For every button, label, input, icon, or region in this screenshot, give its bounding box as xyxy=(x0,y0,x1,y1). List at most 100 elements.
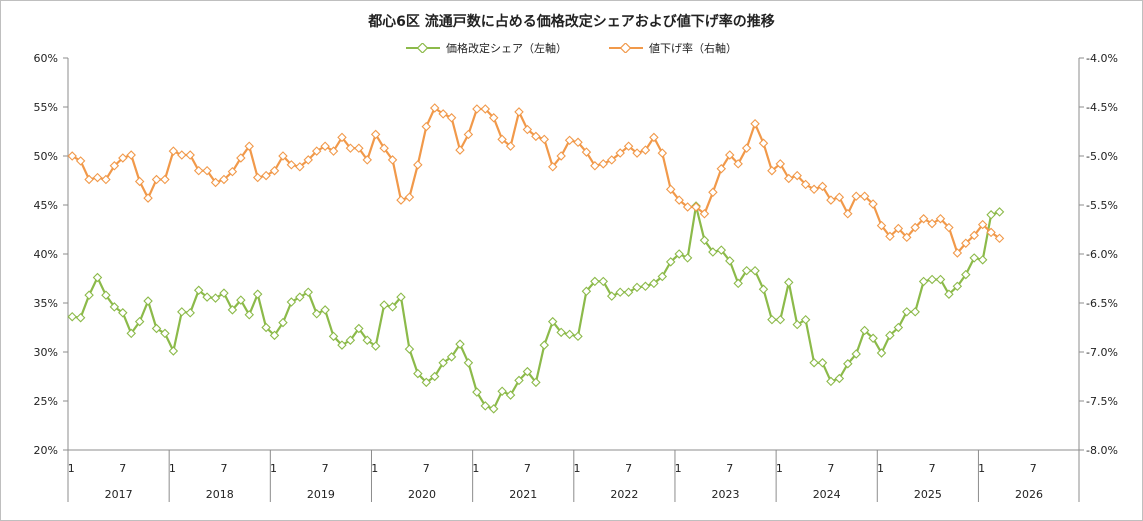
data-point-rate xyxy=(236,153,246,163)
data-point-rate xyxy=(185,150,195,160)
data-point-share xyxy=(480,401,491,411)
x-tick-label: 7 xyxy=(119,462,126,475)
data-point-share xyxy=(918,276,929,287)
data-point-rate xyxy=(775,159,786,169)
data-point-share xyxy=(817,358,828,368)
data-point-share xyxy=(252,289,263,299)
data-point-rate xyxy=(699,209,710,219)
data-point-rate xyxy=(67,151,77,161)
data-point-share xyxy=(640,281,651,292)
legend-label-rate: 値下げ率（右軸） xyxy=(649,42,737,55)
data-point-share xyxy=(767,314,777,325)
x-year-label: 2025 xyxy=(914,488,942,501)
data-point-share xyxy=(969,253,979,263)
data-point-rate xyxy=(193,165,204,176)
data-point-rate xyxy=(733,159,743,169)
x-tick-label: 7 xyxy=(524,462,531,475)
data-point-share xyxy=(581,286,592,296)
data-point-rate xyxy=(859,191,870,201)
data-point-rate xyxy=(522,124,533,135)
legend-swatch-share xyxy=(406,43,440,53)
data-point-rate xyxy=(952,248,963,258)
data-point-rate xyxy=(345,143,356,153)
data-point-rate xyxy=(623,141,634,151)
data-point-share xyxy=(539,340,550,350)
x-year-label: 2018 xyxy=(206,488,234,501)
data-point-rate xyxy=(261,170,271,181)
data-point-rate xyxy=(362,155,372,165)
data-point-rate xyxy=(986,227,996,238)
data-point-share xyxy=(514,375,524,386)
data-point-rate xyxy=(632,148,642,158)
data-point-share xyxy=(859,325,870,336)
data-point-share xyxy=(438,358,448,368)
y-left-tick-label: 35% xyxy=(34,297,58,310)
data-point-share xyxy=(902,307,912,317)
data-point-share xyxy=(547,316,558,327)
data-point-rate xyxy=(134,176,145,187)
data-point-share xyxy=(446,352,457,362)
data-point-share xyxy=(354,323,364,334)
data-point-rate xyxy=(665,184,676,195)
data-point-rate xyxy=(472,104,482,114)
data-point-share xyxy=(564,329,575,340)
data-point-share xyxy=(168,346,179,356)
data-point-share xyxy=(185,308,195,318)
x-tick-label: 1 xyxy=(371,462,378,475)
y-left-tick-label: 40% xyxy=(34,248,58,261)
data-point-share xyxy=(531,377,541,388)
data-point-rate xyxy=(269,165,280,176)
data-point-rate xyxy=(994,233,1005,244)
data-point-rate xyxy=(396,195,406,205)
x-year-label: 2017 xyxy=(105,488,133,501)
x-tick-label: 7 xyxy=(1030,462,1037,475)
x-year-label: 2021 xyxy=(509,488,537,501)
data-point-rate xyxy=(961,238,971,248)
data-point-share xyxy=(868,333,878,343)
data-point-rate xyxy=(278,151,288,161)
data-point-rate xyxy=(800,179,811,190)
data-point-rate xyxy=(219,174,229,185)
data-point-share xyxy=(977,255,988,265)
data-point-share xyxy=(885,330,895,341)
data-point-rate xyxy=(792,170,802,181)
data-point-rate xyxy=(834,192,845,202)
data-point-rate xyxy=(809,184,819,195)
x-tick-label: 1 xyxy=(270,462,277,475)
data-point-share xyxy=(497,386,507,396)
data-point-share xyxy=(303,287,313,297)
data-point-rate xyxy=(84,174,94,185)
data-point-share xyxy=(345,335,356,345)
data-point-rate xyxy=(817,181,828,192)
data-point-share xyxy=(615,287,625,297)
data-point-share xyxy=(590,276,600,287)
data-point-rate xyxy=(615,148,625,158)
data-point-share xyxy=(784,277,794,288)
data-point-rate xyxy=(691,202,701,212)
data-point-share xyxy=(573,331,583,342)
data-point-share xyxy=(876,348,887,358)
data-point-share xyxy=(826,376,836,387)
x-year-label: 2020 xyxy=(408,488,436,501)
data-point-share xyxy=(67,311,77,322)
y-right-tick-label: -7.0% xyxy=(1086,346,1118,359)
legend-label-share: 価格改定シェア（左軸） xyxy=(446,42,567,55)
data-point-rate xyxy=(547,162,558,172)
y-left-tick-label: 30% xyxy=(34,346,58,359)
data-point-rate xyxy=(328,146,339,156)
data-point-share xyxy=(893,322,904,333)
data-point-rate xyxy=(581,147,592,157)
data-point-rate xyxy=(514,107,524,117)
y-right-tick-label: -8.0% xyxy=(1086,444,1118,457)
x-tick-label: 1 xyxy=(675,462,682,475)
x-year-label: 2023 xyxy=(712,488,740,501)
data-point-rate xyxy=(556,151,566,161)
data-point-share xyxy=(328,331,339,342)
y-right-tick-label: -6.5% xyxy=(1086,297,1118,310)
data-point-rate xyxy=(210,177,221,188)
data-point-share xyxy=(851,349,861,359)
data-point-rate xyxy=(429,103,440,113)
data-point-share xyxy=(809,358,819,368)
data-point-share xyxy=(682,253,693,263)
data-point-share xyxy=(311,309,322,319)
